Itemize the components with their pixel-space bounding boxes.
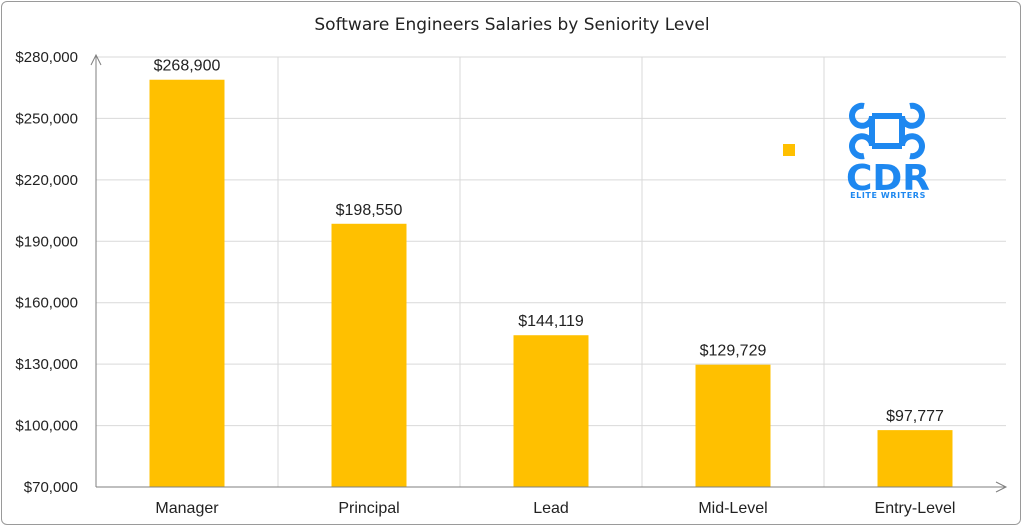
y-tick-label: $160,000 (15, 295, 78, 312)
logo: CDR ELITE WRITERS (846, 102, 930, 200)
x-tick-labels: Manager Principal Lead Mid-Level Entry-Level (155, 500, 955, 517)
data-label: $198,550 (336, 202, 403, 219)
logo-text: CDR (846, 158, 930, 199)
logo-subtext: ELITE WRITERS (850, 191, 926, 200)
bar (695, 364, 771, 487)
data-label: $97,777 (886, 408, 944, 425)
y-tick-label: $250,000 (15, 110, 78, 127)
axes (90, 53, 1008, 493)
data-label: $268,900 (154, 58, 221, 75)
bar (331, 223, 407, 487)
x-tick-label: Entry-Level (875, 500, 956, 517)
command-key-icon (849, 102, 925, 160)
y-tick-label: $190,000 (15, 233, 78, 250)
x-tick-label: Lead (533, 500, 569, 517)
x-tick-label: Mid-Level (698, 500, 767, 517)
legend-marker (783, 144, 795, 156)
y-tick-label: $130,000 (15, 356, 78, 373)
data-label: $144,119 (518, 313, 584, 330)
data-labels: $268,900 $198,550 $144,119 $129,729 $97,777 (154, 58, 944, 425)
data-label: $129,729 (700, 343, 767, 360)
y-tick-labels: $70,000 $100,000 $130,000 $160,000 $190,000 $… (15, 49, 78, 496)
x-tick-label: Manager (155, 500, 219, 517)
chart-title: Software Engineers Salaries by Seniority… (314, 15, 709, 35)
y-tick-label: $220,000 (15, 172, 78, 189)
x-tick-label: Principal (338, 500, 399, 517)
bar (877, 430, 953, 487)
bars (149, 79, 953, 487)
y-axis-arrow (90, 53, 102, 66)
x-axis-arrow (995, 481, 1008, 493)
bar (149, 79, 225, 487)
bar (513, 335, 589, 487)
y-tick-label: $280,000 (15, 49, 78, 66)
y-tick-label: $70,000 (24, 479, 78, 496)
y-tick-label: $100,000 (15, 418, 78, 435)
